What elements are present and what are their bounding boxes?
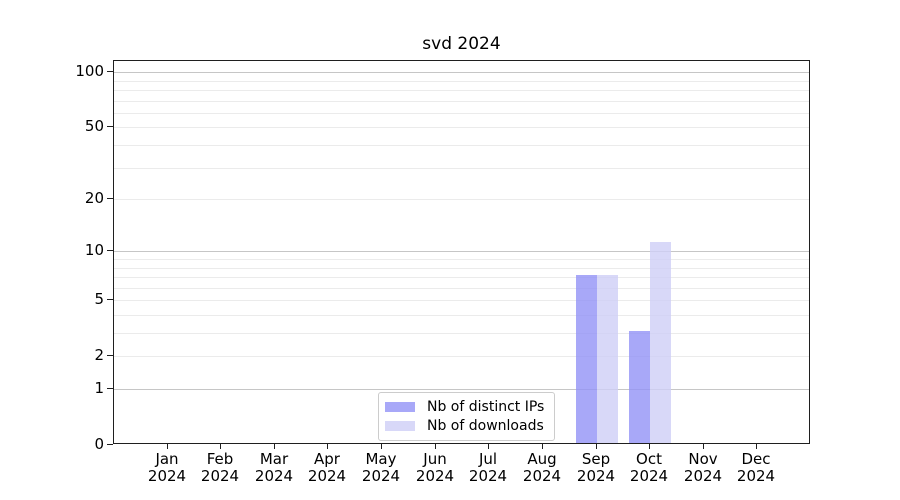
y-tick-mark	[107, 126, 113, 127]
legend-label-downloads: Nb of downloads	[427, 417, 544, 434]
x-tick-mark	[274, 444, 275, 449]
x-tick-mark	[542, 444, 543, 449]
bar-sep-series1	[597, 275, 618, 443]
y-tick-mark	[107, 198, 113, 199]
y-tick-mark	[107, 250, 113, 251]
x-tick-mark	[756, 444, 757, 449]
y-tick-mark	[107, 71, 113, 72]
y-tick-mark	[107, 388, 113, 389]
minor-gridline	[114, 81, 809, 82]
minor-gridline	[114, 259, 809, 260]
y-tick-label: 5	[94, 290, 104, 308]
x-tick-mark	[167, 444, 168, 449]
y-tick-label: 50	[84, 117, 104, 135]
x-tick-mark	[381, 444, 382, 449]
legend-label-distinct-ips: Nb of distinct IPs	[427, 398, 545, 415]
x-tick-mark	[488, 444, 489, 449]
minor-gridline	[114, 288, 809, 289]
minor-gridline	[114, 113, 809, 114]
x-tick-label: Feb 2024	[200, 450, 240, 485]
major-gridline	[114, 251, 809, 252]
x-tick-mark	[327, 444, 328, 449]
x-tick-mark	[435, 444, 436, 449]
major-gridline	[114, 72, 809, 73]
y-tick-label: 0	[94, 435, 104, 453]
x-tick-mark	[703, 444, 704, 449]
legend-entry-downloads: Nb of downloads	[385, 416, 544, 435]
bar-sep-series0	[576, 275, 597, 443]
x-tick-mark	[220, 444, 221, 449]
y-tick-mark	[107, 299, 113, 300]
legend-entry-distinct-ips: Nb of distinct IPs	[385, 397, 544, 416]
y-tick-label: 1	[94, 379, 104, 397]
minor-gridline	[114, 356, 809, 357]
y-tick-label: 10	[84, 241, 104, 259]
bars-layer	[114, 61, 809, 443]
y-tick-mark	[107, 355, 113, 356]
grid-layer	[114, 61, 809, 443]
minor-gridline	[114, 300, 809, 301]
y-tick-label: 20	[84, 189, 104, 207]
minor-gridline	[114, 168, 809, 169]
x-tick-label: Jul 2024	[468, 450, 508, 485]
x-tick-label: Sep 2024	[576, 450, 616, 485]
minor-gridline	[114, 101, 809, 102]
x-tick-label: Jun 2024	[415, 450, 455, 485]
x-tick-label: Dec 2024	[736, 450, 776, 485]
minor-gridline	[114, 90, 809, 91]
minor-gridline	[114, 268, 809, 269]
x-tick-label: Jan 2024	[147, 450, 187, 485]
x-tick-mark	[649, 444, 650, 449]
bar-oct-series0	[629, 331, 650, 443]
x-tick-label: Nov 2024	[683, 450, 723, 485]
bar-oct-series1	[650, 242, 671, 443]
y-tick-mark	[107, 444, 113, 445]
minor-gridline	[114, 277, 809, 278]
x-tick-label: Mar 2024	[254, 450, 294, 485]
plot-area: Nb of distinct IPs Nb of downloads	[113, 60, 810, 444]
legend-swatch-downloads-icon	[385, 420, 415, 431]
y-tick-label: 100	[75, 62, 104, 80]
chart-title: svd 2024	[422, 34, 501, 54]
minor-gridline	[114, 199, 809, 200]
major-gridline	[114, 389, 809, 390]
minor-gridline	[114, 315, 809, 316]
x-tick-label: Apr 2024	[307, 450, 347, 485]
minor-gridline	[114, 127, 809, 128]
x-tick-label: Oct 2024	[629, 450, 669, 485]
x-tick-mark	[596, 444, 597, 449]
x-tick-label: May 2024	[361, 450, 401, 485]
x-tick-label: Aug 2024	[522, 450, 562, 485]
minor-gridline	[114, 145, 809, 146]
y-tick-label: 2	[94, 346, 104, 364]
minor-gridline	[114, 333, 809, 334]
legend-swatch-distinct-ips-icon	[385, 401, 415, 412]
legend: Nb of distinct IPs Nb of downloads	[378, 392, 556, 441]
